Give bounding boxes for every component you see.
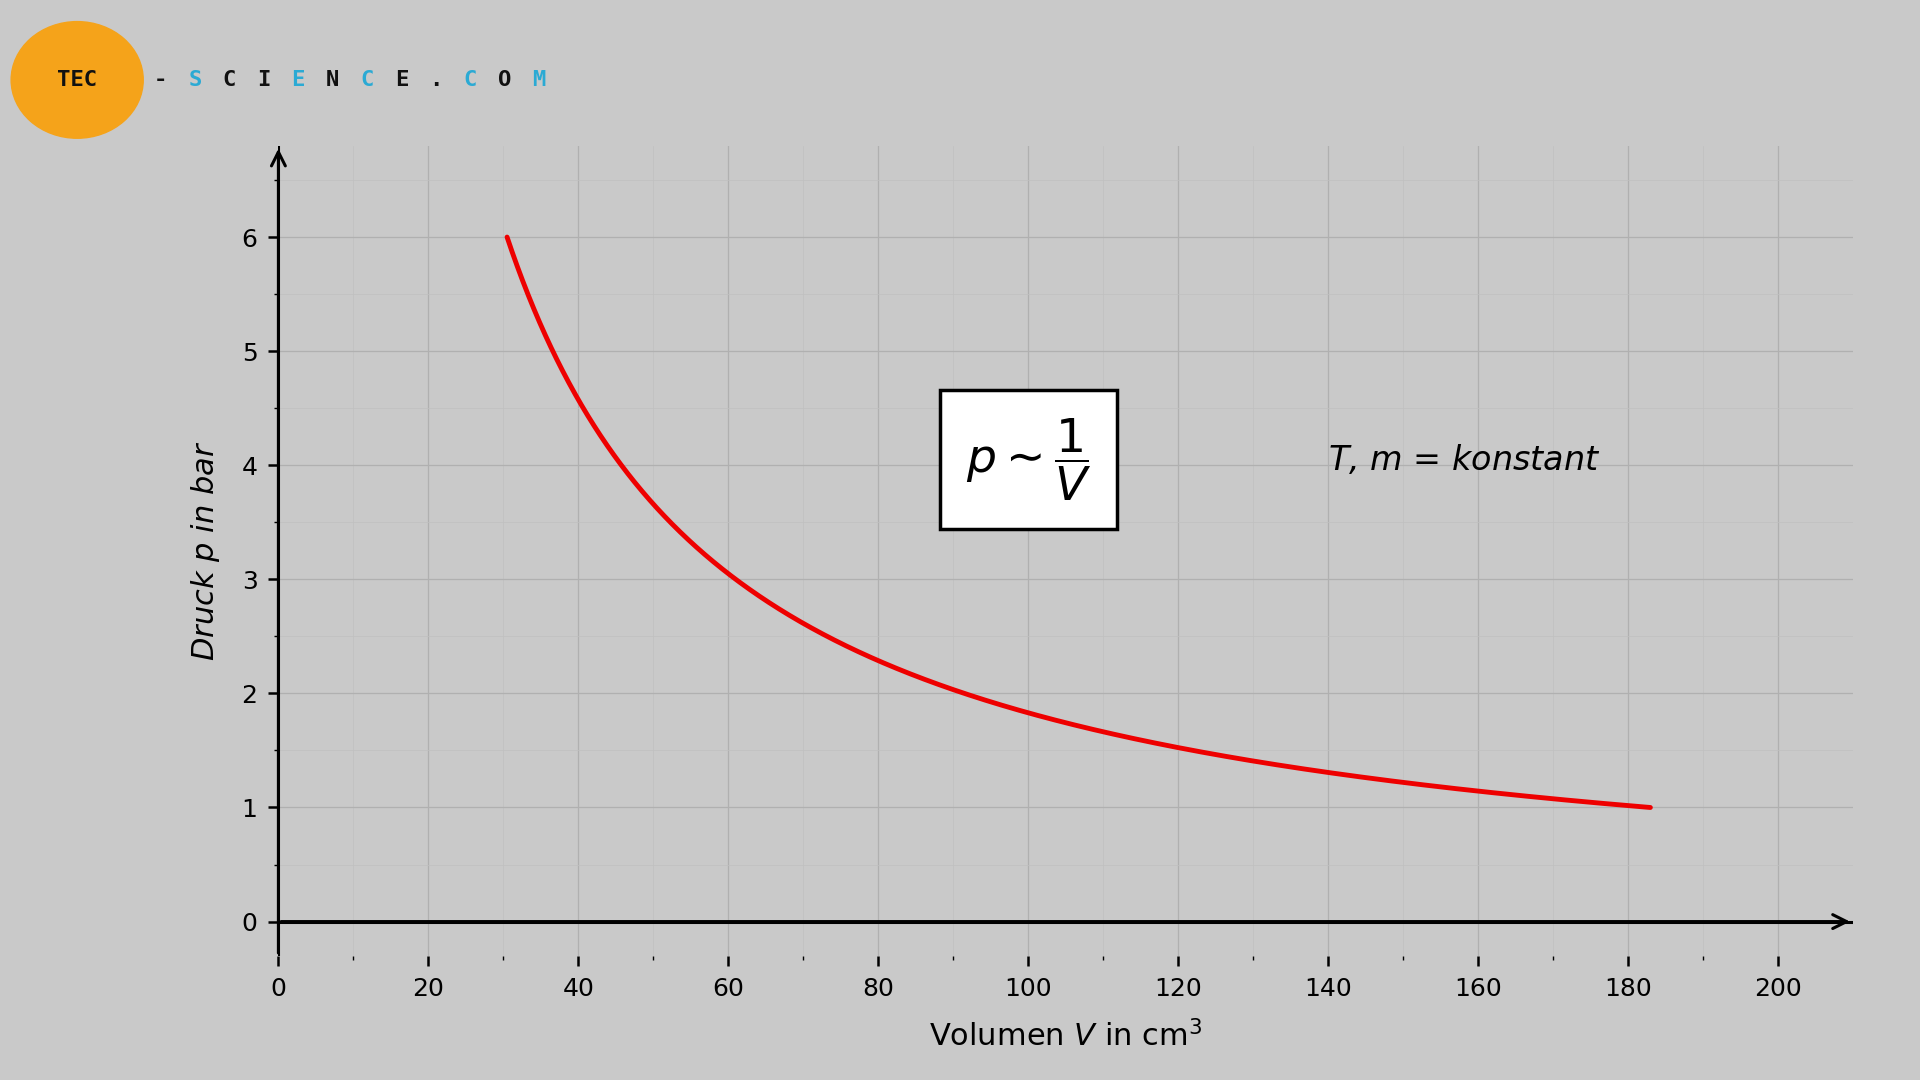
Text: C: C (361, 70, 374, 90)
Text: C: C (463, 70, 476, 90)
Text: S: S (188, 70, 202, 90)
Text: $T$, $m$ = konstant: $T$, $m$ = konstant (1329, 443, 1601, 476)
Text: .: . (430, 70, 444, 90)
Text: O: O (497, 70, 511, 90)
Text: C: C (223, 70, 236, 90)
Text: $p{\sim}\dfrac{1}{V}$: $p{\sim}\dfrac{1}{V}$ (966, 416, 1091, 503)
Text: TEC: TEC (58, 70, 98, 90)
Text: I: I (257, 70, 271, 90)
Text: -: - (154, 70, 167, 90)
Text: N: N (326, 70, 340, 90)
Text: M: M (532, 70, 545, 90)
Y-axis label: Druck $p$ in bar: Druck $p$ in bar (190, 441, 223, 661)
X-axis label: Volumen $V$ in cm$^3$: Volumen $V$ in cm$^3$ (929, 1021, 1202, 1053)
Ellipse shape (12, 22, 144, 138)
Text: E: E (292, 70, 305, 90)
Text: E: E (396, 70, 409, 90)
